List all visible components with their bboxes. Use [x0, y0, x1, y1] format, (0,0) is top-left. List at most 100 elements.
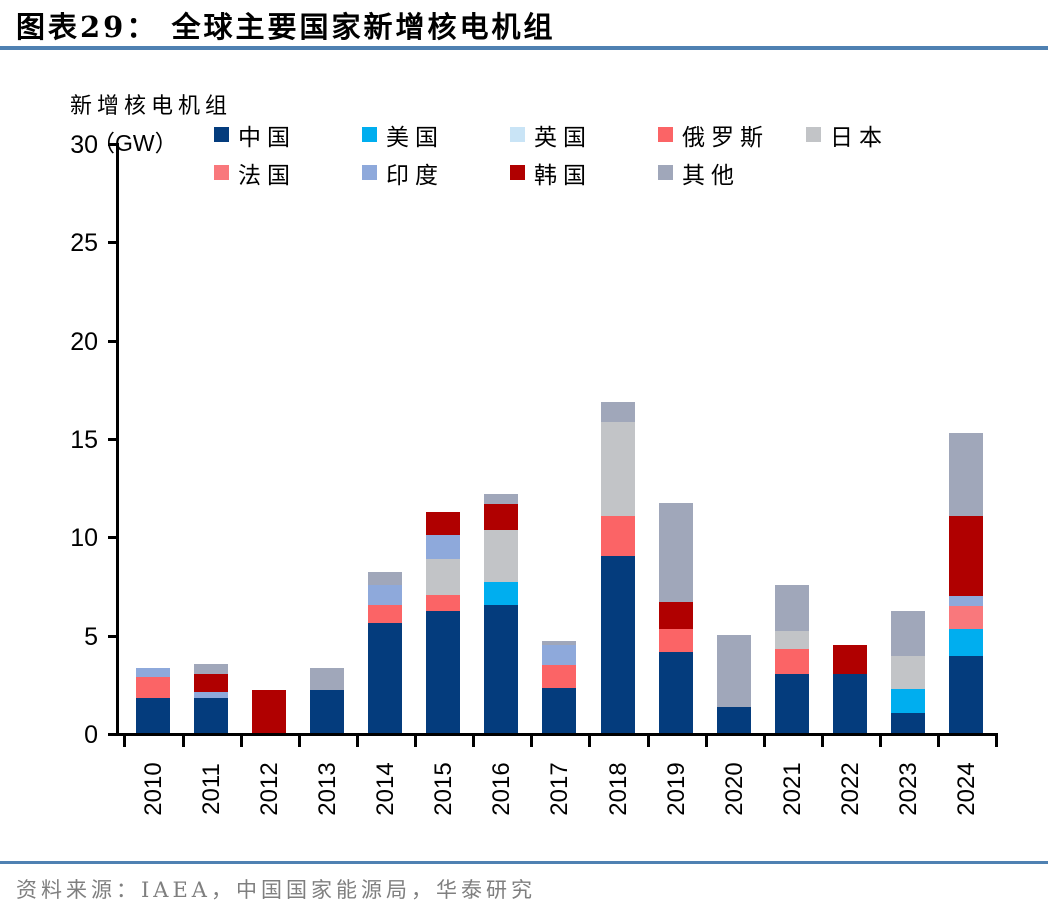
title-divider: [0, 46, 1048, 50]
legend-item-日本: 日本: [806, 120, 954, 151]
legend-swatch-其他: [658, 165, 673, 180]
x-tick: [879, 736, 883, 747]
x-tick: [530, 736, 534, 747]
bar-segment-其他-2020: [716, 635, 751, 707]
x-tick: [588, 736, 592, 747]
legend-swatch-英国: [510, 127, 525, 142]
legend-label: 印度: [386, 162, 444, 189]
bar-segment-中国-2010: [135, 698, 170, 733]
bar-segment-俄罗斯-2021: [774, 649, 809, 674]
y-tick: [108, 536, 116, 540]
bar-segment-印度-2015: [426, 535, 461, 559]
bar-segment-其他-2024: [949, 433, 984, 516]
bar-segment-韩国-2016: [484, 504, 519, 530]
y-axis-line: [116, 143, 119, 736]
bar-segment-日本-2021: [774, 631, 809, 649]
x-tick: [762, 736, 766, 747]
y-tick: [108, 634, 116, 638]
legend-swatch-法国: [214, 165, 229, 180]
bar-segment-美国-2023: [891, 689, 926, 713]
bar-segment-中国-2021: [774, 674, 809, 733]
bar-segment-其他-2013: [309, 668, 344, 690]
legend-item-俄罗斯: 俄罗斯: [658, 120, 806, 151]
y-tick: [108, 143, 116, 146]
bar-segment-其他-2011: [193, 664, 228, 674]
bar-segment-中国-2016: [484, 605, 519, 733]
legend-item-英国: 英国: [510, 120, 658, 151]
bar-segment-韩国-2011: [193, 674, 228, 692]
bar-segment-韩国-2015: [426, 512, 461, 535]
x-year-label: 2020: [720, 762, 748, 816]
x-tick: [355, 736, 359, 747]
x-tick: [937, 736, 941, 747]
y-tick-label: 0: [84, 721, 98, 749]
x-tick: [646, 736, 650, 747]
bar-segment-印度-2017: [542, 645, 577, 665]
bar-segment-俄罗斯-2015: [426, 595, 461, 611]
bar-segment-其他-2021: [774, 585, 809, 631]
bar-segment-日本-2015: [426, 559, 461, 595]
legend-label: 中国: [238, 124, 296, 151]
bar-segment-韩国-2024: [949, 516, 984, 596]
x-year-label: 2016: [488, 762, 516, 816]
x-tick: [820, 736, 824, 747]
x-tick: [181, 736, 185, 747]
chart-legend: 中国 美国 英国 俄罗斯 日本 法国 印度 韩国 其他: [214, 120, 989, 189]
legend-item-韩国: 韩国: [510, 158, 658, 189]
legend-swatch-俄罗斯: [658, 127, 673, 142]
y-tick-label: 15: [70, 426, 98, 454]
x-year-label: 2014: [372, 762, 400, 816]
y-tick: [108, 339, 116, 343]
x-year-label: 2023: [895, 762, 923, 816]
bar-segment-韩国-2019: [658, 602, 693, 629]
bar-segment-日本-2016: [484, 530, 519, 582]
legend-label: 日本: [830, 124, 888, 151]
bar-segment-俄罗斯-2017: [542, 665, 577, 688]
bar-segment-俄罗斯-2018: [600, 516, 635, 556]
bar-segment-其他-2016: [484, 494, 519, 504]
x-year-label: 2021: [778, 762, 806, 816]
x-year-label: 2010: [139, 762, 167, 816]
legend-swatch-美国: [362, 127, 377, 142]
x-year-label: 2015: [430, 762, 458, 816]
y-tick-label: 5: [84, 622, 98, 651]
bar-segment-俄罗斯-2019: [658, 629, 693, 652]
y-tick: [108, 733, 116, 736]
x-year-label: 2024: [953, 762, 981, 816]
x-year-label: 2012: [255, 762, 283, 816]
legend-label: 其他: [682, 162, 740, 189]
bar-segment-中国-2022: [833, 674, 868, 733]
bar-segment-其他-2014: [368, 572, 403, 585]
bar-segment-日本-2018: [600, 422, 635, 516]
bar-segment-其他-2019: [658, 503, 693, 602]
legend-swatch-印度: [362, 165, 377, 180]
legend-item-法国: 法国: [214, 158, 362, 189]
x-year-label: 2022: [837, 762, 865, 816]
bar-segment-其他-2017: [542, 641, 577, 645]
legend-swatch-中国: [214, 127, 229, 142]
legend-item-其他: 其他: [658, 158, 806, 189]
x-axis-line: [116, 733, 998, 736]
bar-segment-韩国-2022: [833, 645, 868, 674]
bar-segment-中国-2019: [658, 652, 693, 733]
bar-segment-其他-2023: [891, 611, 926, 656]
legend-item-中国: 中国: [214, 120, 362, 151]
y-tick: [108, 241, 116, 245]
legend-label: 韩国: [534, 162, 592, 189]
bar-segment-中国-2024: [949, 656, 984, 733]
x-tick: [239, 736, 243, 747]
bar-segment-中国-2014: [368, 623, 403, 733]
y-tick-label: 30: [70, 131, 98, 159]
bar-segment-俄罗斯-2010: [135, 677, 170, 698]
x-tick: [414, 736, 418, 747]
bar-segment-中国-2013: [309, 690, 344, 733]
bar-segment-韩国-2012: [251, 690, 286, 733]
legend-label: 英国: [534, 124, 592, 151]
legend-swatch-韩国: [510, 165, 525, 180]
bar-segment-中国-2018: [600, 556, 635, 733]
x-year-label: 2011: [197, 763, 225, 815]
bar-segment-中国-2023: [891, 713, 926, 733]
y-axis-unit: （GW）: [92, 130, 178, 156]
bar-segment-中国-2020: [716, 707, 751, 733]
source-note: 资料来源：IAEA，中国国家能源局，华泰研究: [16, 878, 536, 902]
